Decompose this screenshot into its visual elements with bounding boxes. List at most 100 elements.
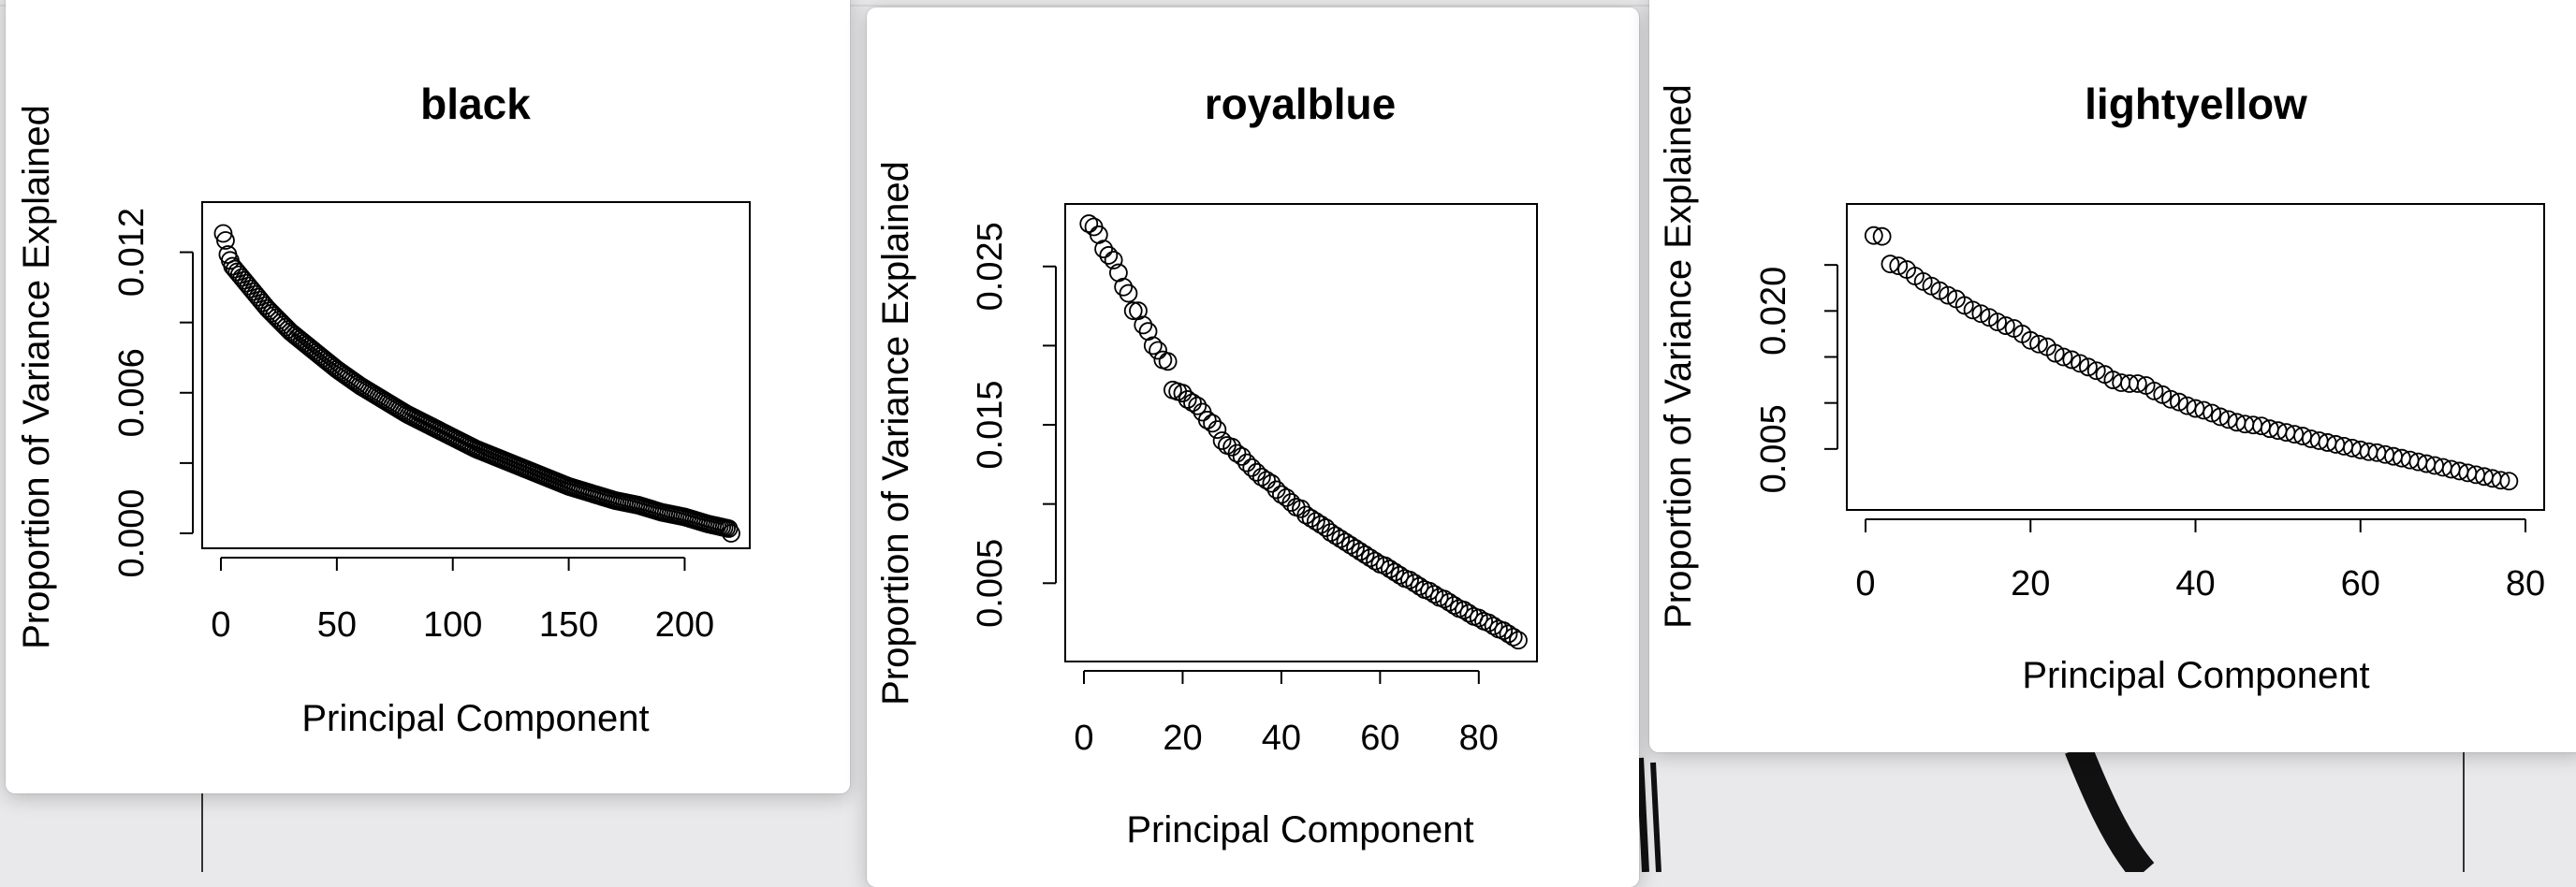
data-point — [311, 346, 330, 366]
data-point — [257, 298, 277, 318]
data-point — [2218, 410, 2238, 429]
data-point — [2499, 472, 2519, 491]
data-point — [1237, 453, 1256, 473]
y-tick-label: 0.012 — [112, 208, 152, 297]
data-point — [2285, 425, 2305, 444]
data-point — [1381, 560, 1399, 578]
data-point — [1326, 526, 1345, 545]
y-tick-label: 0.005 — [1754, 404, 1793, 493]
data-point — [1173, 384, 1193, 403]
data-point — [1484, 617, 1503, 635]
data-point — [1864, 225, 1883, 245]
data-point — [2054, 347, 2073, 367]
data-point — [1444, 596, 1464, 615]
data-series — [1079, 214, 1528, 650]
x-tick-label: 0 — [1855, 564, 1875, 603]
data-point — [1119, 284, 1138, 303]
y-axis: 0.005 0.020 — [1754, 264, 1838, 493]
data-point — [1188, 396, 1208, 415]
y-axis: 0.005 0.015 0.025 — [971, 222, 1057, 628]
data-point — [1355, 545, 1375, 564]
data-point — [309, 344, 328, 364]
data-point — [1143, 336, 1163, 356]
data-point — [1881, 254, 1900, 274]
data-point — [1257, 471, 1276, 490]
data-point — [1331, 530, 1351, 548]
data-point — [2293, 427, 2312, 445]
x-tick-label: 150 — [539, 605, 598, 645]
data-point — [315, 350, 335, 370]
chart-svg: lightyellow 0 20 40 60 80 0.005 0.020 Principal … — [1658, 80, 2545, 696]
data-point — [2062, 350, 2082, 370]
data-point — [1212, 431, 1232, 450]
data-point — [1292, 499, 1310, 518]
data-point — [1872, 226, 1892, 246]
x-tick-label: 0 — [1074, 719, 1093, 758]
data-point — [1208, 420, 1227, 440]
data-point — [1503, 627, 1523, 647]
data-point — [1405, 574, 1425, 593]
data-point — [1296, 505, 1316, 525]
data-point — [1375, 556, 1395, 575]
data-point — [262, 303, 282, 323]
data-point — [1203, 414, 1222, 433]
data-point — [1351, 542, 1370, 561]
data-point — [271, 313, 291, 332]
x-axis: 0 20 40 60 80 — [1855, 518, 2545, 603]
x-axis-label: Principal Component — [2022, 655, 2369, 696]
data-point — [2128, 374, 2147, 393]
plot-window-lightyellow[interactable]: lightyellow 0 20 40 60 80 0.005 0.020 Principal … — [1649, 0, 2576, 752]
data-point — [1963, 300, 1983, 320]
data-point — [1494, 621, 1514, 640]
data-point — [281, 322, 300, 342]
data-point — [300, 337, 319, 356]
x-axis: 0 50 100 150 200 — [211, 557, 714, 645]
data-point — [267, 308, 286, 327]
data-point — [1104, 251, 1123, 269]
y-tick-label: 0.005 — [971, 539, 1010, 628]
data-point — [1971, 304, 1991, 324]
data-point — [265, 306, 284, 326]
data-point — [1360, 548, 1380, 568]
y-axis-label: Proportion of Variance Explained — [16, 105, 57, 649]
data-point — [1469, 608, 1488, 628]
data-point — [1158, 352, 1178, 371]
underlying-plot-line — [1650, 762, 1661, 872]
underlying-plot-line — [1636, 757, 1649, 872]
x-tick-label: 60 — [1360, 719, 1399, 758]
y-tick-label: 0.025 — [971, 222, 1010, 311]
data-point — [1301, 509, 1321, 528]
y-tick-label: 0.015 — [971, 380, 1010, 469]
data-point — [314, 348, 332, 368]
y-tick-label: 0.020 — [1754, 267, 1793, 356]
data-point — [295, 333, 315, 353]
data-point — [1390, 565, 1410, 585]
data-point — [1440, 592, 1459, 612]
data-point — [2194, 400, 2214, 420]
data-point — [304, 341, 323, 360]
data-point — [1251, 467, 1271, 487]
data-point — [1227, 444, 1247, 463]
plot-window-black[interactable]: black 0 50 100 150 200 0.000 0.006 0.012 Principa… — [6, 0, 850, 793]
data-point — [2211, 407, 2230, 427]
data-point — [301, 339, 321, 358]
data-point — [1178, 390, 1197, 409]
data-point — [1149, 341, 1167, 360]
x-tick-label: 60 — [2341, 564, 2380, 603]
data-point — [287, 327, 307, 347]
data-point — [2045, 343, 2065, 363]
y-axis: 0.000 0.006 0.012 — [112, 208, 194, 578]
data-point — [1099, 246, 1119, 265]
data-point — [1499, 624, 1518, 644]
data-point — [1340, 535, 1360, 555]
data-point — [2021, 330, 2041, 350]
y-axis-label: Proportion of Variance Explained — [1658, 84, 1699, 629]
data-point — [2169, 392, 2188, 412]
data-series — [1864, 225, 2519, 491]
x-axis-label: Principal Component — [1126, 809, 1473, 851]
data-point — [2186, 399, 2205, 418]
underlying-plot-curve — [2065, 743, 2155, 872]
data-point — [2086, 361, 2106, 381]
data-point — [2144, 381, 2164, 400]
plot-window-royalblue[interactable]: royalblue 0 20 40 60 80 0.005 0.015 0.025 Princip… — [867, 7, 1639, 887]
